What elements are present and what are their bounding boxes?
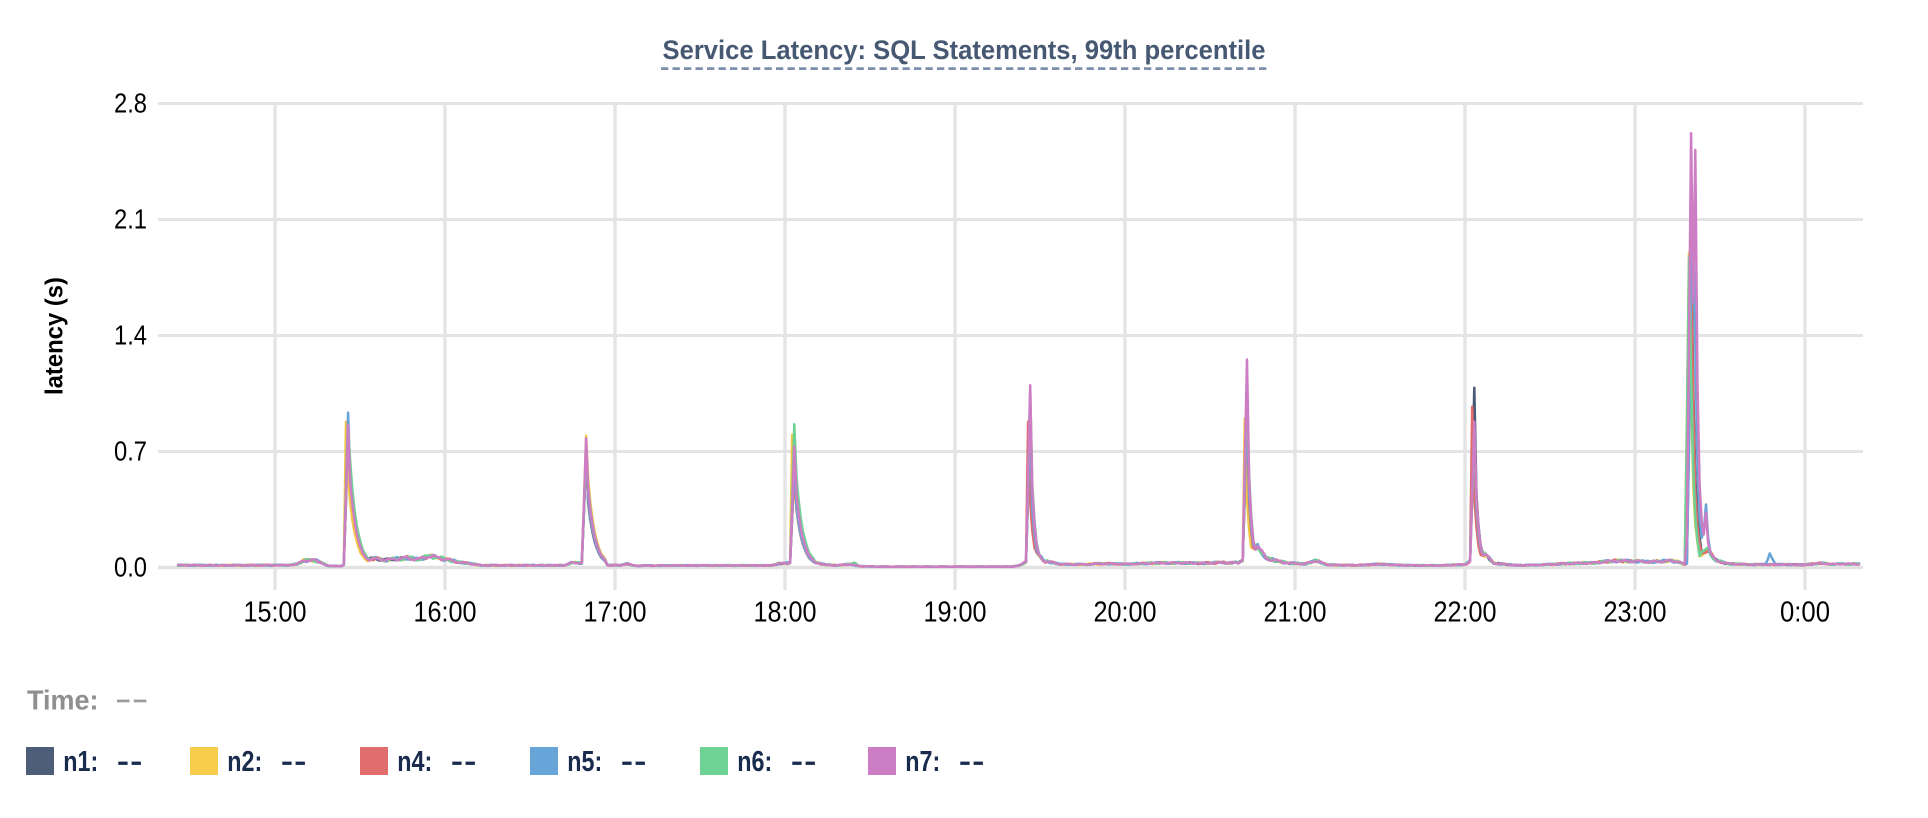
svg-text:n4:: n4: [397,746,432,778]
svg-text:n2:: n2: [227,746,262,778]
svg-text:n6:: n6: [737,746,772,778]
svg-text:2.1: 2.1 [114,204,147,235]
svg-text:0.0: 0.0 [114,552,147,583]
svg-text:17:00: 17:00 [584,596,647,628]
svg-text:2.8: 2.8 [114,88,147,119]
svg-text:Time:: Time: [27,685,99,716]
svg-text:0.7: 0.7 [114,436,147,467]
svg-text:latency (s): latency (s) [41,277,69,395]
svg-text:Service Latency: SQL Statement: Service Latency: SQL Statements, 99th pe… [663,35,1266,65]
svg-text:n1:: n1: [63,746,98,778]
svg-text:1.4: 1.4 [114,320,147,351]
svg-text:18:00: 18:00 [754,596,817,628]
svg-text:n7:: n7: [905,746,940,778]
svg-text:19:00: 19:00 [924,596,987,628]
svg-text:21:00: 21:00 [1264,596,1327,628]
svg-text:22:00: 22:00 [1434,596,1497,628]
svg-text:0:00: 0:00 [1780,596,1830,628]
svg-text:15:00: 15:00 [244,596,307,628]
svg-text:20:00: 20:00 [1094,596,1157,628]
svg-text:23:00: 23:00 [1604,596,1667,628]
svg-text:16:00: 16:00 [414,596,477,628]
svg-text:n5:: n5: [567,746,602,778]
